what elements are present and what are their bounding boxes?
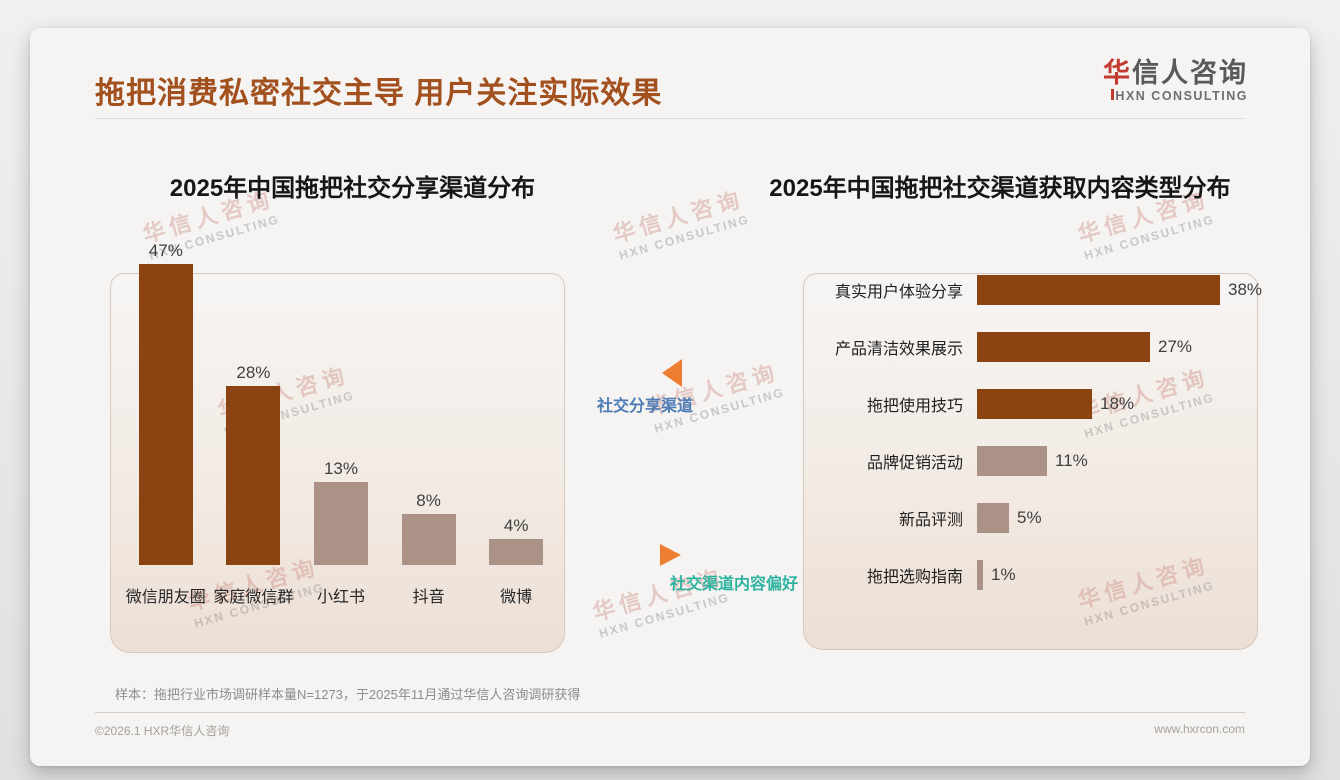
- hbar-category-label: 新品评测: [898, 511, 963, 529]
- hbar: [977, 559, 983, 590]
- hbar: [977, 274, 1220, 305]
- hbar-row: 新品评测 5%: [805, 489, 1270, 546]
- hbar-category-label: 拖把选购指南: [866, 568, 963, 586]
- bar-column: 47%: [122, 233, 210, 565]
- content-pref-label: 社交渠道内容偏好: [669, 576, 798, 593]
- hbar-value-label: 1%: [991, 564, 1016, 584]
- bar-column: 13%: [297, 233, 385, 565]
- right-chart-title: 2025年中国拖把社交渠道获取内容类型分布: [769, 175, 1231, 202]
- bar-value-label: 13%: [323, 459, 358, 478]
- hbar-value-label: 11%: [1055, 450, 1088, 470]
- bar-value-label: 8%: [416, 491, 441, 510]
- brand-logo-chinese: 华信人咨询: [1103, 58, 1248, 88]
- arrow-right-icon: [660, 544, 681, 566]
- hbar: [977, 331, 1150, 362]
- bar-column: 8%: [385, 233, 473, 565]
- hbar-row: 真实用户体验分享 38%: [805, 261, 1270, 318]
- watermark-english: HXN CONSULTING: [617, 212, 752, 263]
- hbar-row: 品牌促销活动 11%: [805, 432, 1270, 489]
- bar: [226, 386, 281, 565]
- bar-category-label: 小红书: [316, 589, 365, 606]
- watermark-english: HXN CONSULTING: [1082, 212, 1217, 263]
- hbar-value-label: 18%: [1100, 393, 1135, 413]
- hbar: [977, 388, 1092, 419]
- watermark-chinese: 华信人咨询: [610, 186, 747, 248]
- left-chart-bars: 47% 28% 13% 8% 4%: [122, 233, 560, 565]
- slide: 拖把消费私密社交主导 用户关注实际效果 华信人咨询 HXN CONSULTING…: [30, 28, 1310, 766]
- header-divider: [95, 118, 1245, 119]
- bar-column: 28%: [210, 233, 298, 565]
- hbar: [977, 502, 1009, 533]
- page-title: 拖把消费私密社交主导 用户关注实际效果: [95, 77, 663, 110]
- watermark-english: HXN CONSULTING: [597, 590, 732, 641]
- bar: [138, 264, 193, 565]
- hbar-category-label: 拖把使用技巧: [866, 397, 963, 415]
- website-url: www.hxrcon.com: [1154, 722, 1245, 736]
- hbar-value-label: 27%: [1158, 336, 1193, 356]
- hbar: [977, 445, 1047, 476]
- bar-category-label: 抖音: [412, 589, 445, 606]
- hbar-category-label: 品牌促销活动: [866, 454, 963, 472]
- bar-value-label: 47%: [148, 241, 183, 260]
- bar-category-label: 微博: [500, 589, 533, 606]
- left-chart-categories: 微信朋友圈 家庭微信群 小红书 抖音 微博: [122, 583, 560, 607]
- bar-category-label: 家庭微信群: [213, 589, 294, 606]
- copyright-text: ©2026.1 HXR华信人咨询: [95, 724, 230, 738]
- bar-category-label: 微信朋友圈: [125, 589, 206, 606]
- bar: [489, 539, 544, 565]
- right-chart-rows: 真实用户体验分享 38% 产品清洁效果展示 27% 拖把使用技巧 18% 品牌促销活动 11%…: [805, 261, 1270, 603]
- hbar-row: 拖把使用技巧 18%: [805, 375, 1270, 432]
- hbar-value-label: 5%: [1017, 507, 1042, 527]
- hbar-row: 产品清洁效果展示 27%: [805, 318, 1270, 375]
- brand-logo: 华信人咨询 HXN CONSULTING: [1103, 58, 1248, 103]
- hbar-category-label: 产品清洁效果展示: [834, 340, 963, 358]
- footer-divider: [95, 712, 1245, 713]
- bar: [401, 514, 456, 565]
- brand-logo-rest-chars: 信人咨询: [1132, 58, 1248, 88]
- footer: ©2026.1 HXR华信人咨询 www.hxrcon.com: [95, 722, 1245, 739]
- bar-column: 4%: [472, 233, 560, 565]
- arrow-left-icon: [662, 359, 682, 387]
- logo-red-tick-icon: [1111, 89, 1115, 100]
- share-channel-label: 社交分享渠道: [596, 398, 693, 415]
- brand-logo-first-char: 华: [1103, 58, 1132, 88]
- bar: [313, 482, 368, 565]
- bar-value-label: 4%: [503, 516, 529, 535]
- hbar-category-label: 真实用户体验分享: [834, 283, 963, 301]
- brand-logo-english: HXN CONSULTING: [1103, 89, 1248, 103]
- bar-value-label: 28%: [236, 363, 271, 382]
- hbar-row: 拖把选购指南 1%: [805, 546, 1270, 603]
- hbar-value-label: 38%: [1228, 279, 1263, 299]
- left-chart-title: 2025年中国拖把社交分享渠道分布: [169, 175, 536, 202]
- sample-note: 样本：拖把行业市场调研样本量N=1273，于2025年11月通过华信人咨询调研获…: [115, 687, 581, 702]
